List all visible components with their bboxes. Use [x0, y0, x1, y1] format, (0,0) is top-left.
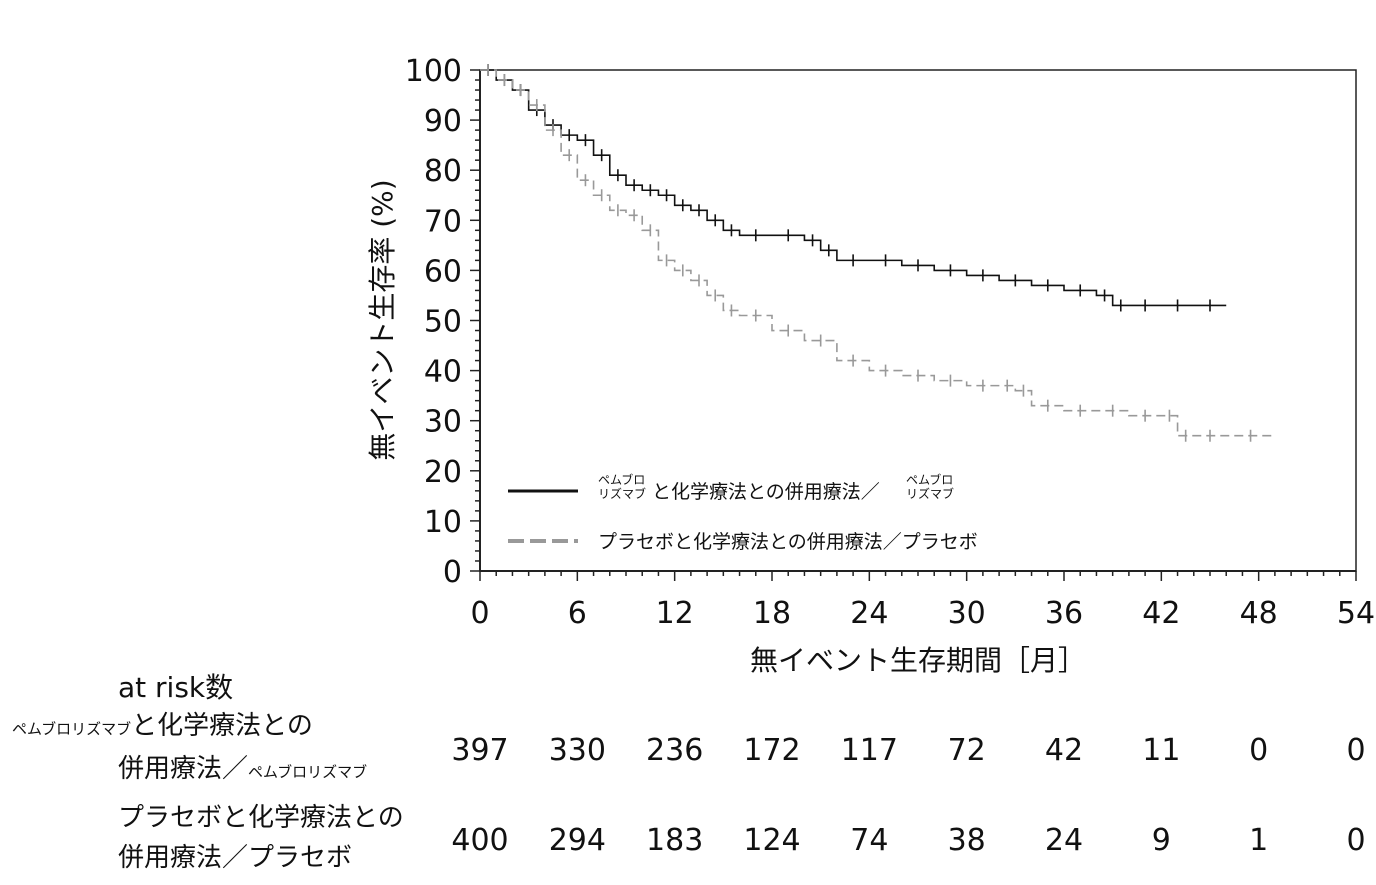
at-risk-value: 1 — [1249, 823, 1269, 858]
at-risk-value: 74 — [850, 823, 889, 858]
at-risk-value: 183 — [646, 823, 704, 858]
legend-pembro-small-prefix: ペムブロリズマブ — [598, 472, 646, 501]
y-tick-label: 40 — [424, 355, 462, 390]
legend-label-placebo: プラセボと化学療法との併用療法／プラセボ — [598, 531, 978, 553]
y-tick-label: 100 — [405, 54, 462, 89]
x-tick-label: 24 — [850, 596, 888, 631]
at-risk-value: 330 — [548, 733, 606, 768]
y-tick-label: 20 — [424, 455, 462, 490]
at-risk-value: 0 — [1346, 733, 1366, 768]
legend-label-pembrolizumab: と化学療法との併用療法／ — [652, 481, 880, 503]
x-tick-label: 0 — [470, 596, 489, 631]
series-line-1 — [480, 69, 1275, 437]
y-tick-label: 70 — [424, 204, 462, 239]
y-axis: 0 10 20 30 40 50 60 70 80 90 100 — [405, 54, 481, 590]
at-risk-value: 294 — [548, 823, 606, 858]
x-tick-label: 36 — [1045, 596, 1083, 631]
series-layer — [480, 64, 1275, 442]
at-risk-pembro-small-suffix: ペムブロリズマブ — [248, 763, 368, 781]
at-risk-value: 42 — [1044, 733, 1084, 768]
at-risk-value: 38 — [947, 823, 986, 858]
at-risk-value: 117 — [840, 733, 898, 768]
at-risk-value: 400 — [451, 823, 509, 858]
at-risk-value: 72 — [947, 733, 986, 768]
x-tick-label: 6 — [568, 596, 587, 631]
y-tick-label: 80 — [424, 154, 462, 189]
at-risk-label-placebo: プラセボと化学療法との 併用療法／プラセボ — [118, 798, 404, 878]
legend: ペムブロリズマブ と化学療法との併用療法／ ペムブロリズマブ プラセボと化学療法… — [508, 472, 978, 553]
at-risk-value: 124 — [743, 823, 801, 858]
at-risk-title: at risk数 — [118, 671, 234, 704]
y-axis-title: 無イベント生存率 (%) — [366, 179, 399, 460]
y-tick-label: 10 — [424, 505, 462, 540]
at-risk-pembro-line1: と化学療法との — [131, 711, 313, 741]
x-tick-label: 42 — [1142, 596, 1180, 631]
y-tick-label: 50 — [424, 305, 462, 340]
at-risk-placebo-line2: 併用療法／プラセボ — [118, 843, 353, 873]
x-tick-label: 30 — [948, 596, 986, 631]
at-risk-value: 397 — [451, 733, 509, 768]
y-tick-label: 60 — [424, 254, 462, 289]
at-risk-label-pembrolizumab: ペムブロリズマブと化学療法との 併用療法／ペムブロリズマブ — [12, 706, 367, 792]
y-tick-label: 90 — [424, 104, 462, 139]
x-axis: 0 6 12 18 24 30 36 42 48 54 — [470, 570, 1375, 631]
at-risk-pembro-line2: 併用療法／ — [118, 754, 249, 784]
series-line-0 — [480, 69, 1227, 307]
at-risk-value: 0 — [1346, 823, 1366, 858]
at-risk-value: 0 — [1249, 733, 1269, 768]
x-axis-title: 無イベント生存期間［月］ — [750, 644, 1086, 677]
at-risk-value: 24 — [1044, 823, 1084, 858]
x-tick-label: 54 — [1337, 596, 1375, 631]
y-tick-label: 30 — [424, 405, 462, 440]
x-tick-label: 48 — [1240, 596, 1278, 631]
x-tick-label: 18 — [753, 596, 791, 631]
at-risk-placebo-line1: プラセボと化学療法との — [118, 803, 404, 833]
y-tick-label: 0 — [443, 555, 462, 590]
legend-pembro-small-suffix: ペムブロリズマブ — [906, 472, 954, 501]
at-risk-value: 11 — [1142, 733, 1181, 768]
at-risk-pembro-small-prefix: ペムブロリズマブ — [12, 720, 132, 738]
at-risk-value: 172 — [743, 733, 801, 768]
x-tick-label: 12 — [656, 596, 694, 631]
at-risk-value: 9 — [1151, 823, 1171, 858]
at-risk-value: 236 — [646, 733, 704, 768]
